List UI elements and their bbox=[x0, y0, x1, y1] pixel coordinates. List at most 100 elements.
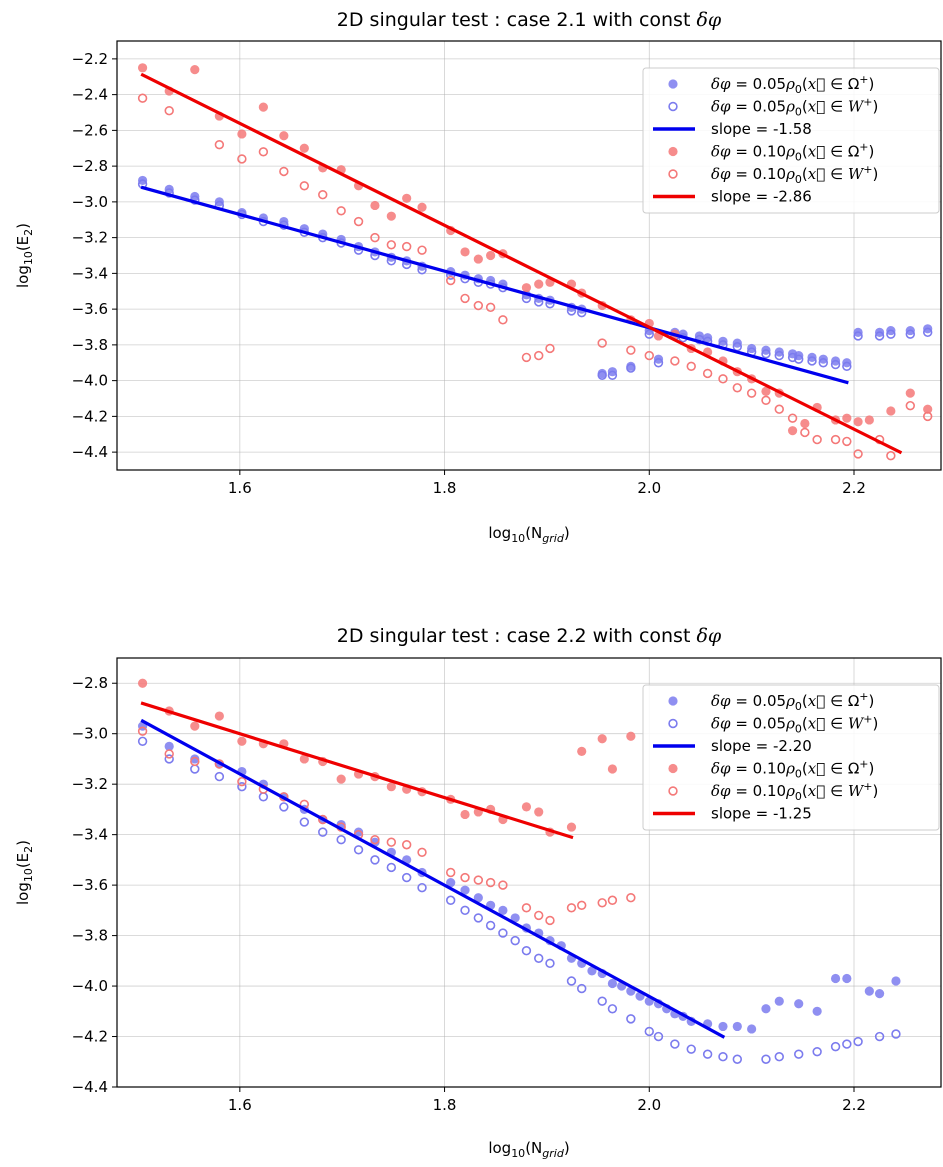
x-tick-label: 2.2 bbox=[842, 479, 866, 497]
open-point bbox=[774, 1052, 784, 1062]
filled-point bbox=[190, 721, 200, 731]
legend-label: δφ = 0.10ρ0(x⃗ ∈ Ω+) bbox=[711, 758, 874, 781]
filled-point bbox=[761, 1004, 771, 1014]
y-tick-label: −3.2 bbox=[72, 229, 108, 247]
open-point bbox=[353, 216, 364, 227]
legend-label: δφ = 0.05ρ0(x⃗ ∈ W+) bbox=[711, 96, 878, 119]
legend: δφ = 0.05ρ0(x⃗ ∈ Ω+)δφ = 0.05ρ0(x⃗ ∈ W+)… bbox=[642, 684, 940, 831]
filled-point bbox=[164, 741, 174, 751]
open-point bbox=[597, 996, 607, 1006]
grid bbox=[117, 41, 941, 470]
y-tick-label: −4.4 bbox=[72, 1078, 108, 1096]
open-point bbox=[812, 1046, 822, 1057]
open-point bbox=[137, 736, 148, 746]
open-point bbox=[830, 359, 841, 370]
open-point bbox=[886, 329, 896, 339]
open-point bbox=[164, 106, 174, 116]
legend-label: δφ = 0.10ρ0(x⃗ ∈ Ω+) bbox=[711, 141, 874, 164]
y-axis-label: log10(E2) bbox=[14, 223, 35, 288]
legend-box bbox=[642, 684, 940, 831]
open-point bbox=[279, 802, 289, 812]
chart-case-2-1: 1.6 1.8 2.0 2.2 −2.2 −2.4 −2.6 −2.8 −3.0 −3.2 −3.4… bbox=[14, 9, 942, 545]
open-point bbox=[190, 764, 200, 774]
legend-label: δφ = 0.05ρ0(x⃗ ∈ Ω+) bbox=[711, 73, 874, 96]
open-point bbox=[534, 910, 544, 921]
open-point bbox=[830, 434, 841, 445]
open-point bbox=[401, 241, 412, 252]
chart-title: 2D singular test : case 2.2 with const δ… bbox=[337, 625, 722, 647]
filled-point bbox=[732, 1021, 742, 1032]
open-point bbox=[510, 935, 520, 946]
filled-point bbox=[812, 1006, 822, 1016]
y-tick-label: −3.8 bbox=[72, 927, 108, 945]
open-point bbox=[626, 893, 636, 903]
filled-point bbox=[830, 973, 841, 984]
open-point bbox=[417, 847, 427, 858]
open-point bbox=[521, 946, 532, 956]
filled-point bbox=[402, 193, 412, 203]
legend-label: δφ = 0.05ρ0(x⃗ ∈ W+) bbox=[711, 713, 878, 736]
filled-point bbox=[800, 418, 810, 429]
filled-point bbox=[891, 976, 901, 986]
legend-label: slope = -2.20 bbox=[711, 737, 812, 755]
open-point bbox=[842, 361, 852, 372]
open-point bbox=[258, 792, 269, 802]
filled-point bbox=[299, 143, 309, 153]
open-point bbox=[718, 374, 728, 384]
open-point bbox=[237, 154, 247, 164]
filled-point bbox=[190, 754, 200, 764]
filled-point bbox=[842, 413, 852, 423]
open-point bbox=[644, 1026, 654, 1037]
y-tick-label: −3.4 bbox=[72, 826, 108, 844]
legend-label: δφ = 0.10ρ0(x⃗ ∈ W+) bbox=[711, 780, 878, 803]
open-point bbox=[336, 834, 346, 845]
open-point bbox=[607, 1004, 618, 1014]
y-tick-label: −3.4 bbox=[72, 264, 108, 282]
filled-point bbox=[460, 809, 470, 820]
filled-point bbox=[460, 247, 470, 257]
open-point bbox=[214, 771, 225, 782]
open-point bbox=[842, 1039, 852, 1049]
open-point bbox=[670, 1039, 680, 1049]
open-point bbox=[905, 400, 915, 411]
data-points bbox=[137, 63, 933, 461]
open-point bbox=[653, 1031, 664, 1042]
legend: δφ = 0.05ρ0(x⃗ ∈ Ω+)δφ = 0.05ρ0(x⃗ ∈ W+)… bbox=[642, 67, 940, 214]
open-point bbox=[473, 913, 484, 923]
open-point bbox=[498, 928, 508, 938]
filled-point bbox=[607, 764, 618, 774]
legend-filled-marker bbox=[668, 79, 678, 89]
open-point bbox=[386, 240, 397, 250]
y-tick-label: −4.0 bbox=[72, 977, 108, 995]
filled-point bbox=[864, 986, 874, 996]
open-point bbox=[732, 1054, 743, 1064]
open-point bbox=[214, 139, 225, 150]
filled-point bbox=[607, 978, 618, 989]
filled-point bbox=[353, 827, 364, 837]
open-point bbox=[545, 343, 555, 354]
open-point bbox=[794, 354, 804, 364]
y-tick-label: −4.0 bbox=[72, 372, 108, 390]
plot-frame bbox=[116, 40, 942, 471]
open-point bbox=[626, 345, 636, 355]
x-tick-label: 2.0 bbox=[637, 479, 661, 497]
filled-point bbox=[386, 782, 396, 792]
open-point bbox=[498, 315, 508, 325]
open-point bbox=[370, 855, 380, 865]
y-tick-label: −2.2 bbox=[72, 50, 108, 68]
open-point bbox=[401, 840, 412, 850]
open-point bbox=[279, 166, 289, 177]
open-point bbox=[545, 915, 555, 926]
fit-line bbox=[140, 701, 574, 840]
open-point bbox=[521, 903, 532, 913]
open-point bbox=[299, 817, 310, 827]
y-tick-label: −3.2 bbox=[72, 775, 108, 793]
x-tick-label: 1.6 bbox=[228, 479, 252, 497]
open-point bbox=[164, 749, 174, 759]
filled-point bbox=[336, 774, 346, 784]
y-tick-label: −3.0 bbox=[72, 193, 108, 211]
filled-point bbox=[864, 415, 874, 425]
open-point bbox=[746, 388, 757, 398]
open-point bbox=[473, 875, 484, 885]
open-point bbox=[702, 1049, 713, 1059]
